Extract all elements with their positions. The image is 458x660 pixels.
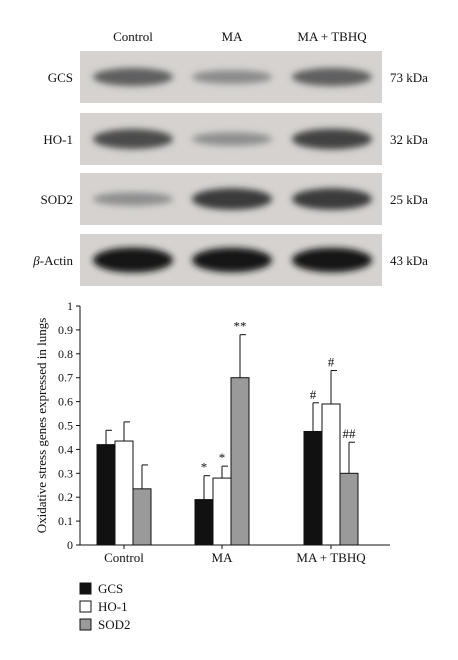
y-tick-label: 1 xyxy=(67,299,73,313)
legend-swatch xyxy=(79,618,92,631)
y-tick-label: 0 xyxy=(67,538,73,552)
blot-band xyxy=(192,132,272,146)
significance-marker: # xyxy=(310,387,317,402)
protein-label-name: SOD2 xyxy=(40,192,73,207)
protein-label: GCS xyxy=(48,70,73,85)
blot-band xyxy=(93,247,173,273)
y-tick-label: 0.7 xyxy=(58,371,73,385)
lane-label: MA xyxy=(222,29,244,44)
blot-band xyxy=(192,188,272,210)
bar xyxy=(132,488,152,546)
protein-label: β-Actin xyxy=(32,253,73,268)
bar xyxy=(321,403,341,546)
significance-marker: ## xyxy=(343,426,357,441)
significance-marker: * xyxy=(219,450,226,465)
blot-band xyxy=(93,68,173,86)
blot-band xyxy=(292,188,372,210)
western-blot-panel: Control MA MA + TBHQ GCS 73 kDa HO-1 32 kDa SOD… xyxy=(32,29,428,286)
legend-label: GCS xyxy=(98,581,123,596)
protein-label: SOD2 xyxy=(40,192,73,207)
protein-label-prefix: β xyxy=(32,253,40,268)
bar xyxy=(194,499,214,546)
legend-swatch xyxy=(79,582,92,595)
bar xyxy=(303,430,323,546)
lane-label: Control xyxy=(113,29,153,44)
molecular-weight-label: 73 kDa xyxy=(390,70,428,85)
significance-marker: # xyxy=(328,355,335,370)
y-tick-label: 0.8 xyxy=(58,347,73,361)
y-tick-label: 0.5 xyxy=(58,419,73,433)
y-tick-label: 0.1 xyxy=(58,514,73,528)
molecular-weight-label: 43 kDa xyxy=(390,253,428,268)
bar xyxy=(339,472,359,546)
molecular-weight-label: 25 kDa xyxy=(390,192,428,207)
protein-label-name: GCS xyxy=(48,70,73,85)
significance-marker: ** xyxy=(234,319,247,334)
y-tick-label: 0.6 xyxy=(58,395,73,409)
bar xyxy=(212,477,232,546)
y-tick-label: 0.3 xyxy=(58,466,73,480)
legend-swatch xyxy=(79,600,92,613)
blot-band xyxy=(93,129,173,149)
y-tick-label: 0.9 xyxy=(58,323,73,337)
legend-label: HO-1 xyxy=(98,599,128,614)
y-tick-label: 0.4 xyxy=(58,442,73,456)
significance-marker: * xyxy=(201,460,208,475)
blot-band xyxy=(192,247,272,273)
blot-band xyxy=(292,68,372,86)
blot-band xyxy=(192,70,272,84)
x-tick-label: Control xyxy=(104,550,144,565)
bar xyxy=(96,444,116,546)
protein-label: HO-1 xyxy=(43,132,73,147)
bar-chart: 0 0.1 0.2 0.3 0.4 0.5 0.6 0.7 0.8 0.9 1 Oxidative s… xyxy=(34,299,390,565)
protein-label-name: -Actin xyxy=(40,253,74,268)
protein-label-name: HO-1 xyxy=(43,132,73,147)
x-tick-label: MA + TBHQ xyxy=(296,550,366,565)
blot-band xyxy=(292,247,372,273)
bar xyxy=(114,440,134,546)
y-tick-label: 0.2 xyxy=(58,490,73,504)
molecular-weight-label: 32 kDa xyxy=(390,132,428,147)
blot-band xyxy=(93,192,173,206)
lane-label: MA + TBHQ xyxy=(297,29,367,44)
bar xyxy=(230,377,250,546)
blot-band xyxy=(292,128,372,150)
x-tick-label: MA xyxy=(212,550,234,565)
chart-legend: GCS HO-1 SOD2 xyxy=(79,581,131,632)
legend-label: SOD2 xyxy=(98,617,131,632)
y-axis-label: Oxidative stress genes expressed in lung… xyxy=(34,318,49,534)
